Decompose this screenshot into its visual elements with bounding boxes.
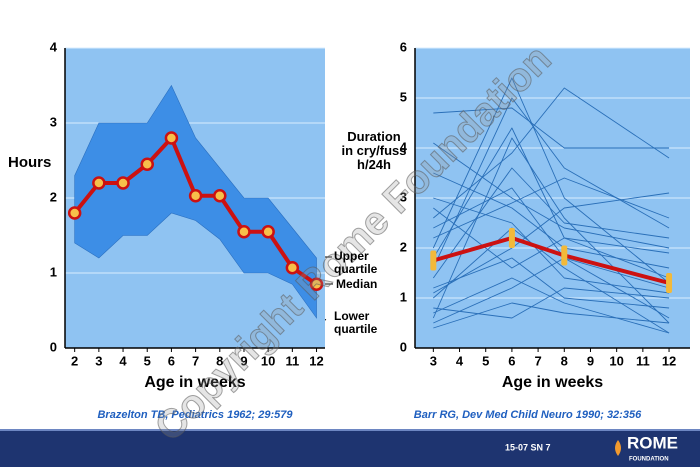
x-tick-label: 7 [192,353,199,368]
annotation: Median [336,277,378,291]
y-tick-label: 3 [50,114,57,129]
x-tick-label: 9 [587,353,594,368]
median-point [285,261,300,275]
x-tick-label: 6 [508,353,515,368]
x-axis-label: Age in weeks [144,374,245,391]
individual-line [432,77,670,284]
annotation: Lower quartile [334,309,378,336]
individual-line [433,142,670,249]
median-point [140,157,154,171]
individual-line [433,207,670,279]
logo-flame [615,440,621,456]
individual-line [432,167,670,279]
x-tick-label: 4 [119,353,127,368]
median-point [666,273,673,293]
x-tick-label: 11 [285,353,299,368]
individual-line [433,287,670,319]
logo: ROME [627,433,678,452]
x-tick-label: 12 [309,353,323,368]
individual-line [433,257,670,324]
median-point [237,225,251,239]
individual-line [433,192,670,294]
y-tick-label: 0 [400,339,407,354]
individual-line [433,187,670,289]
y-tick-label: 4 [400,139,408,154]
individual-line [433,107,670,149]
x-tick-label: 10 [261,353,275,368]
median-point [213,189,227,203]
individual-line [432,127,670,259]
y-tick-label: 1 [50,264,57,279]
y-tick-label: 4 [50,39,58,54]
median-point [116,176,130,190]
median-line [432,236,670,285]
median-point [92,176,106,190]
y-axis-label: Hours [8,154,51,171]
y-tick-label: 6 [400,39,407,54]
y-tick-label: 3 [400,189,407,204]
logo-sub: FOUNDATION [629,457,669,463]
median-point [561,245,568,266]
x-tick-label: 9 [240,353,247,368]
y-tick-label: 1 [400,289,407,304]
median-point [261,225,275,239]
footer-code: 15-07 SN 7 [505,442,551,452]
median-point [164,131,179,145]
x-tick-label: 5 [482,353,489,368]
median-point [430,250,437,271]
x-tick-label: 8 [561,353,568,368]
y-tick-label: 2 [50,189,57,204]
y-tick-label: 5 [400,89,407,104]
x-tick-label: 10 [609,353,623,368]
median-point [309,277,324,291]
x-tick-label: 12 [662,353,676,368]
source: Barr RG, Dev Med Child Neuro 1990; 32:35… [414,409,642,421]
x-tick-label: 3 [430,353,437,368]
x-tick-label: 11 [636,353,650,368]
y-tick-label: 2 [400,239,407,254]
x-tick-label: 6 [168,353,175,368]
median-point [67,206,82,220]
x-axis-label: Age in weeks [502,374,603,391]
y-axis-label: Duration in cry/fuss h/24h [341,129,407,172]
footer-bar [0,430,700,467]
individual-line [432,97,670,269]
source: Brazelton TB, Pediatrics 1962; 29:579 [97,409,293,421]
median-point [508,228,515,248]
y-tick-label: 0 [50,339,57,354]
x-tick-label: 8 [216,353,223,368]
annotation: Upper quartile [334,249,378,276]
x-tick-label: 2 [71,353,78,368]
x-tick-label: 3 [95,353,102,368]
individual-line [433,197,670,294]
x-tick-label: 5 [144,353,151,368]
individual-line [433,257,670,309]
individual-line [433,277,670,334]
median-point [188,189,203,203]
x-tick-label: 7 [534,353,541,368]
x-tick-label: 4 [456,353,464,368]
individual-line [433,87,670,219]
